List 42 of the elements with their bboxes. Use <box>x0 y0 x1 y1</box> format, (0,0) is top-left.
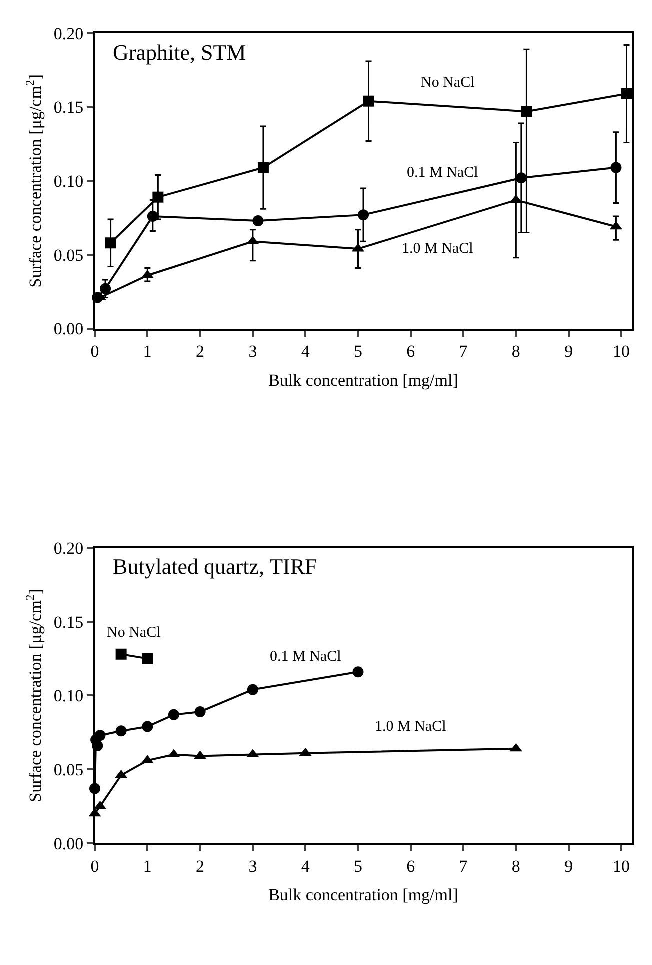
y-tick-label: 0.20 <box>54 24 84 44</box>
x-tick-label: 4 <box>301 856 310 876</box>
x-tick-label: 9 <box>564 342 574 362</box>
x-tick-label: 5 <box>354 856 362 876</box>
series-label: 0.1 M NaCl <box>407 165 478 181</box>
chart-title: Butylated quartz, TIRF <box>113 554 318 579</box>
series-label: 1.0 M NaCl <box>375 719 446 735</box>
y-tick-label: 0.00 <box>54 320 84 339</box>
x-axis-title: Bulk concentration [mg/ml] <box>268 886 458 905</box>
y-tick-label: 0.10 <box>54 686 84 706</box>
x-tick-label: 2 <box>196 342 205 362</box>
x-tick-label: 10 <box>612 342 630 362</box>
x-tick-label: 3 <box>248 342 258 362</box>
chart-title: Graphite, STM <box>113 40 246 65</box>
y-tick-label: 0.15 <box>54 98 84 118</box>
series-label: 0.1 M NaCl <box>270 649 342 665</box>
x-tick-label: 10 <box>612 856 630 876</box>
x-tick-label: 0 <box>90 342 100 362</box>
x-tick-label: 5 <box>354 342 362 362</box>
y-tick-label: 0.15 <box>54 612 84 632</box>
y-tick-label: 0.10 <box>54 172 84 192</box>
x-tick-label: 9 <box>564 856 574 876</box>
x-axis-title: Bulk concentration [mg/ml] <box>268 371 458 390</box>
series-label: 1.0 M NaCl <box>402 241 474 257</box>
series-label: No NaCl <box>421 75 475 91</box>
x-tick-label: 8 <box>512 342 520 362</box>
y-tick-label: 0.00 <box>54 834 84 854</box>
x-tick-label: 1 <box>143 342 152 362</box>
y-tick-label: 0.20 <box>54 539 84 558</box>
x-tick-label: 4 <box>301 342 310 362</box>
x-tick-label: 6 <box>406 342 416 362</box>
x-tick-label: 7 <box>459 856 468 876</box>
series-label: No NaCl <box>107 625 161 641</box>
x-tick-label: 2 <box>196 856 205 876</box>
x-tick-label: 7 <box>459 342 468 362</box>
x-tick-label: 8 <box>512 856 520 876</box>
x-tick-label: 3 <box>248 856 258 876</box>
x-tick-label: 6 <box>406 856 416 876</box>
y-tick-label: 0.05 <box>54 246 84 265</box>
y-tick-label: 0.05 <box>54 760 84 780</box>
x-tick-label: 0 <box>90 856 100 876</box>
x-tick-label: 1 <box>143 856 152 876</box>
